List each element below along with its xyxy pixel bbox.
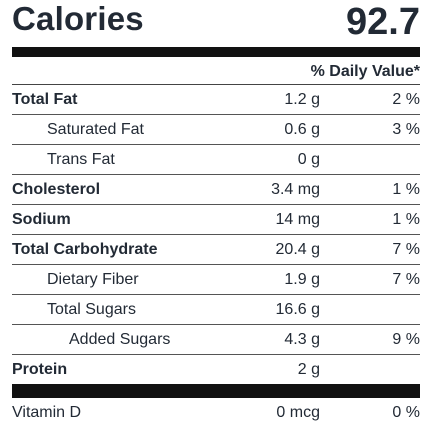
nutrient-row-trans-fat: Trans Fat 0 g xyxy=(12,145,420,175)
nutrient-daily-value: 7 % xyxy=(392,270,420,288)
nutrient-amount: 14 mg xyxy=(275,210,320,228)
nutrient-row-total-sugars: Total Sugars 16.6 g xyxy=(12,295,420,325)
nutrient-name: Total Carbohydrate xyxy=(12,240,158,258)
nutrient-daily-value: 3 % xyxy=(392,120,420,138)
nutrient-row-cholesterol: Cholesterol 3.4 mg 1 % xyxy=(12,175,420,205)
calories-label: Calories xyxy=(12,0,144,37)
nutrient-row-dietary-fiber: Dietary Fiber 1.9 g 7 % xyxy=(12,265,420,295)
nutrient-row-total-carbohydrate: Total Carbohydrate 20.4 g 7 % xyxy=(12,235,420,265)
nutrient-name: Trans Fat xyxy=(47,150,115,168)
nutrient-name: Saturated Fat xyxy=(47,120,144,138)
nutrient-daily-value: 1 % xyxy=(392,180,420,198)
calories-value: 92.7 xyxy=(346,1,420,43)
nutrient-row-added-sugars: Added Sugars 4.3 g 9 % xyxy=(12,325,420,355)
nutrient-name: Total Fat xyxy=(12,90,78,108)
daily-value-header: % Daily Value* xyxy=(12,57,420,85)
nutrient-amount: 20.4 g xyxy=(275,240,320,258)
nutrient-row-protein: Protein 2 g xyxy=(12,355,420,384)
nutrient-amount: 16.6 g xyxy=(275,300,320,318)
nutrient-amount: 0 g xyxy=(297,150,320,168)
thick-divider xyxy=(12,47,420,57)
nutrient-name: Dietary Fiber xyxy=(47,270,139,288)
nutrient-name: Total Sugars xyxy=(47,300,136,318)
nutrient-row-total-fat: Total Fat 1.2 g 2 % xyxy=(12,85,420,115)
thick-divider-bottom xyxy=(12,384,420,398)
nutrient-row-sodium: Sodium 14 mg 1 % xyxy=(12,205,420,235)
nutrient-daily-value: 1 % xyxy=(392,210,420,228)
nutrition-facts-panel: Calories 92.7 % Daily Value* Total Fat 1… xyxy=(12,0,420,428)
nutrient-daily-value: 9 % xyxy=(392,330,420,348)
nutrient-amount: 0.6 g xyxy=(284,120,320,138)
nutrient-amount: 4.3 g xyxy=(284,330,320,348)
nutrient-amount: 1.9 g xyxy=(284,270,320,288)
vitamin-name: Vitamin D xyxy=(12,404,82,421)
vitamin-row-vitamin-d: Vitamin D 0 mcg 0 % xyxy=(12,398,420,428)
nutrient-amount: 2 g xyxy=(297,360,320,378)
nutrient-row-saturated-fat: Saturated Fat 0.6 g 3 % xyxy=(12,115,420,145)
nutrient-amount: 3.4 mg xyxy=(271,180,320,198)
nutrient-name: Added Sugars xyxy=(69,330,171,348)
calories-row: Calories 92.7 xyxy=(12,0,420,47)
nutrient-daily-value: 7 % xyxy=(392,240,420,258)
nutrient-name: Cholesterol xyxy=(12,180,101,198)
nutrient-name: Sodium xyxy=(12,210,71,228)
daily-value-label: % Daily Value* xyxy=(310,62,420,80)
nutrient-name: Protein xyxy=(12,360,68,378)
nutrient-amount: 1.2 g xyxy=(284,90,320,108)
vitamin-amount: 0 mcg xyxy=(276,404,320,421)
vitamin-daily-value: 0 % xyxy=(392,404,420,421)
nutrient-daily-value: 2 % xyxy=(392,90,420,108)
